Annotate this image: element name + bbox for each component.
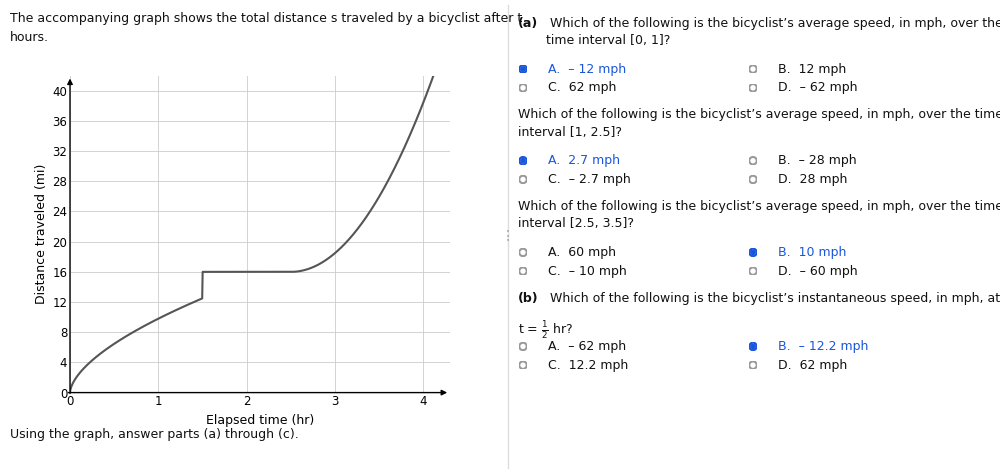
Circle shape <box>751 344 755 349</box>
Text: Which of the following is the bicyclist’s average speed, in mph, over the time
i: Which of the following is the bicyclist’… <box>518 108 1000 139</box>
Text: •: • <box>506 234 510 239</box>
Circle shape <box>521 158 525 163</box>
Text: D.  62 mph: D. 62 mph <box>778 359 847 372</box>
Text: A.  – 62 mph: A. – 62 mph <box>548 340 626 353</box>
Circle shape <box>751 250 755 254</box>
Text: C.  – 10 mph: C. – 10 mph <box>548 264 627 278</box>
Text: A.  2.7 mph: A. 2.7 mph <box>548 154 620 167</box>
Text: D.  – 62 mph: D. – 62 mph <box>778 81 858 94</box>
Text: (a): (a) <box>518 17 538 29</box>
Text: B.  – 28 mph: B. – 28 mph <box>778 154 857 167</box>
X-axis label: Elapsed time (hr): Elapsed time (hr) <box>206 414 314 427</box>
Text: C.  62 mph: C. 62 mph <box>548 81 616 94</box>
Text: Using the graph, answer parts (a) through (c).: Using the graph, answer parts (a) throug… <box>10 428 299 441</box>
Text: B.  12 mph: B. 12 mph <box>778 62 846 76</box>
Text: A.  60 mph: A. 60 mph <box>548 246 616 259</box>
Text: Which of the following is the bicyclist’s instantaneous speed, in mph, at: Which of the following is the bicyclist’… <box>546 291 1000 305</box>
Text: C.  – 2.7 mph: C. – 2.7 mph <box>548 173 631 186</box>
Text: D.  28 mph: D. 28 mph <box>778 173 847 186</box>
Text: B.  10 mph: B. 10 mph <box>778 246 846 259</box>
Text: A.  – 12 mph: A. – 12 mph <box>548 62 626 76</box>
Text: t = $\frac{1}{2}$ hr?: t = $\frac{1}{2}$ hr? <box>518 319 573 341</box>
Text: The accompanying graph shows the total distance s traveled by a bicyclist after : The accompanying graph shows the total d… <box>10 12 522 25</box>
Circle shape <box>521 67 525 71</box>
Text: (b): (b) <box>518 291 539 305</box>
Text: B.  – 12.2 mph: B. – 12.2 mph <box>778 340 868 353</box>
Text: hours.: hours. <box>10 31 49 44</box>
Text: C.  12.2 mph: C. 12.2 mph <box>548 359 628 372</box>
Text: Which of the following is the bicyclist’s average speed, in mph, over the time
i: Which of the following is the bicyclist’… <box>518 200 1000 230</box>
Text: D.  – 60 mph: D. – 60 mph <box>778 264 858 278</box>
Text: •: • <box>506 229 510 235</box>
Text: •: • <box>506 238 510 244</box>
Text: Which of the following is the bicyclist’s average speed, in mph, over the
time i: Which of the following is the bicyclist’… <box>546 17 1000 47</box>
Y-axis label: Distance traveled (mi): Distance traveled (mi) <box>35 164 48 304</box>
